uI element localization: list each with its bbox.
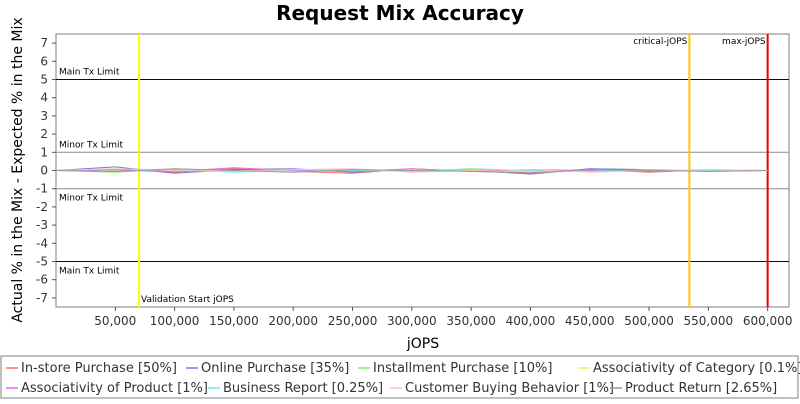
- x-tick-label: 150,000: [209, 314, 259, 328]
- legend-item-label: Business Report [0.25%]: [223, 381, 383, 396]
- y-tick-label: 0: [40, 164, 48, 178]
- y-tick-label: -4: [36, 236, 48, 250]
- y-tick-label: 6: [40, 54, 48, 68]
- x-tick-label: 600,000: [743, 314, 793, 328]
- x-tick-label: 100,000: [150, 314, 200, 328]
- x-axis-title: jOPS: [406, 336, 439, 352]
- legend-item-label: Associativity of Category [0.1%]: [593, 361, 800, 376]
- y-tick-label: 5: [40, 73, 48, 87]
- legend-item-label: In-store Purchase [50%]: [21, 361, 177, 376]
- y-axis-title: Actual % in the Mix - Expected % in the …: [10, 17, 26, 322]
- y-tick-label: 4: [40, 91, 48, 105]
- x-tick-label: 350,000: [446, 314, 496, 328]
- legend-box: [0, 355, 799, 399]
- y-tick-label: -5: [36, 255, 48, 269]
- x-tick-label: 400,000: [506, 314, 556, 328]
- y-tick-label: 1: [40, 145, 48, 159]
- marker-line-label: critical-jOPS: [633, 37, 687, 47]
- legend-item-label: Associativity of Product [1%]: [21, 381, 208, 396]
- marker-line-label: max-jOPS: [722, 37, 766, 47]
- legend: In-store Purchase [50%] Online Purchase […: [0, 355, 800, 399]
- y-tick-label: 7: [40, 36, 48, 50]
- plot-area: -7 -6 -5 -4 -3 -2 -1 0 1 2 3 4 5 6 7 50,000 100,000 150,0…: [36, 33, 793, 328]
- x-tick-label: 250,000: [328, 314, 378, 328]
- limit-line-label: Minor Tx Limit: [59, 140, 124, 150]
- limit-line-label: Main Tx Limit: [59, 267, 120, 277]
- y-tick-label: -6: [36, 273, 48, 287]
- legend-item-label: Online Purchase [35%]: [201, 361, 349, 376]
- y-tick-label: 2: [40, 127, 48, 141]
- x-tick-label: 450,000: [565, 314, 615, 328]
- legend-item-label: Installment Purchase [10%]: [373, 361, 552, 376]
- limit-line-label: Minor Tx Limit: [59, 194, 124, 204]
- marker-line-label: Validation Start jOPS: [141, 295, 234, 305]
- y-tick-label: -7: [36, 291, 48, 305]
- x-tick-label: 200,000: [268, 314, 318, 328]
- x-tick-label: 500,000: [624, 314, 674, 328]
- series-line: [55, 168, 768, 174]
- limit-line-label: Main Tx Limit: [59, 68, 120, 78]
- y-tick-label: 3: [40, 109, 48, 123]
- x-tick-label: 550,000: [684, 314, 734, 328]
- legend-item-label: Product Return [2.65%]: [625, 381, 777, 396]
- series-line: [55, 167, 768, 172]
- chart-title: Request Mix Accuracy: [276, 1, 524, 25]
- y-tick-label: -3: [36, 218, 48, 232]
- y-tick-label: -2: [36, 200, 48, 214]
- series-line: [55, 169, 768, 173]
- x-tick-label: 300,000: [387, 314, 437, 328]
- legend-item-label: Customer Buying Behavior [1%]: [405, 381, 614, 396]
- y-tick-label: -1: [36, 182, 48, 196]
- x-tick-label: 50,000: [94, 314, 136, 328]
